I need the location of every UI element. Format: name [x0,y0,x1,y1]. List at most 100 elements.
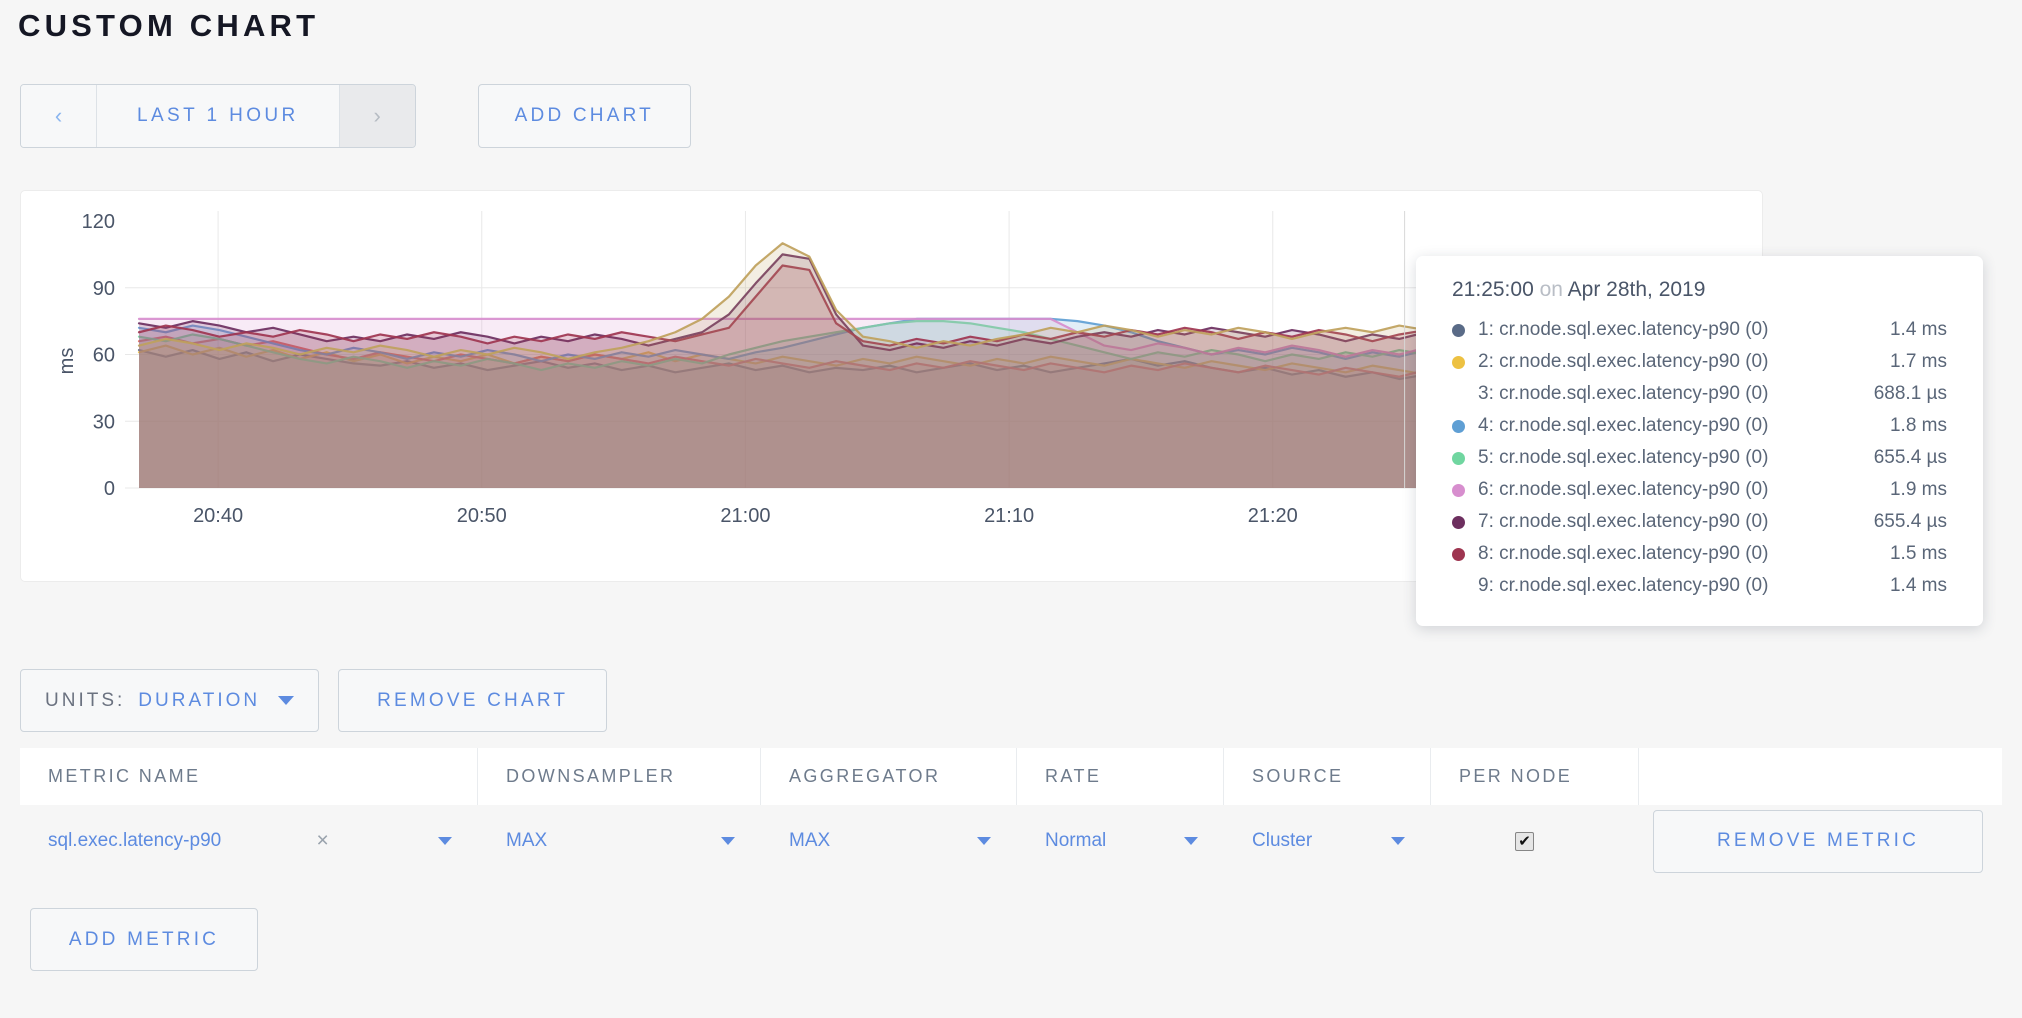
y-axis-tick-label: 0 [104,478,115,500]
series-area [139,321,1721,488]
tooltip-series-name: 7: cr.node.sql.exec.latency-p90 (0) [1478,511,1769,532]
metric-table: METRIC NAME DOWNSAMPLER AGGREGATOR RATE … [20,748,2002,877]
chevron-right-icon[interactable]: › [338,85,415,147]
table-row: sql.exec.latency-p90 × MAX MAX Normal Cl… [20,805,2002,877]
rate-value: Normal [1045,830,1107,851]
units-label: UNITS: [45,689,126,711]
tooltip-row: 1: cr.node.sql.exec.latency-p90 (0) 1.4 m… [1452,314,1947,346]
series-area [139,254,1721,488]
chevron-down-icon[interactable] [721,837,735,845]
units-dropdown[interactable]: UNITS: DURATION [20,669,320,732]
time-range-label[interactable]: LAST 1 HOUR [137,105,299,126]
tooltip-header: 21:25:00 on Apr 28th, 2019 [1452,278,1947,302]
downsampler-select[interactable]: MAX [478,805,761,877]
tooltip-series-name: 5: cr.node.sql.exec.latency-p90 (0) [1478,447,1769,468]
series-area [139,318,1721,488]
y-axis-title: ms [56,348,78,375]
tooltip-series-value: 1.7 ms [1889,351,1947,372]
tooltip-series-value: 1.4 ms [1889,575,1947,596]
row-actions-cell: REMOVE METRIC [1639,805,2002,877]
series-color-dot [1452,580,1465,593]
series-color-dot [1452,515,1465,529]
aggregator-select[interactable]: MAX [761,805,1017,877]
tooltip-series-value: 1.4 ms [1889,319,1947,340]
tooltip-series-value: 1.9 ms [1889,479,1947,500]
series-color-dot [1452,388,1465,401]
tooltip-series-value: 688.1 µs [1873,383,1947,404]
source-value: Cluster [1252,830,1313,851]
timeseries-chart[interactable]: 0 30 60 90 120 ms 20:40 20:50 21:00 21:10 21:20 [21,191,1762,581]
tooltip-series-name: 1: cr.node.sql.exec.latency-p90 (0) [1478,319,1769,340]
chevron-down-icon[interactable] [977,837,991,845]
column-header-rate: RATE [1017,748,1224,805]
metric-name-value: sql.exec.latency-p90 [48,830,222,851]
y-axis-tick-label: 30 [93,411,115,433]
tooltip-on-word: on [1539,278,1563,301]
column-header-metric-name: METRIC NAME [20,748,478,805]
chart-options-row: UNITS: DURATION REMOVE CHART [20,669,608,732]
chevron-down-icon[interactable] [1391,837,1405,845]
metric-name-select[interactable]: sql.exec.latency-p90 × [20,805,478,877]
y-axis-tick-label: 90 [93,278,115,300]
series-area [139,336,1721,488]
metric-table-header: METRIC NAME DOWNSAMPLER AGGREGATOR RATE … [20,748,2002,805]
tooltip-row: 2: cr.node.sql.exec.latency-p90 (0) 1.7 m… [1452,346,1947,378]
tooltip-series-value: 655.4 µs [1873,447,1947,468]
x-axis-tick-label: 21:20 [1248,505,1298,527]
column-header-aggregator: AGGREGATOR [761,748,1017,805]
chevron-down-icon[interactable] [437,837,452,845]
tooltip-row: 8: cr.node.sql.exec.latency-p90 (0) 1.5 m… [1452,538,1947,570]
x-axis-tick-label: 20:40 [193,505,243,527]
series-area [139,345,1721,488]
tooltip-series-name: 6: cr.node.sql.exec.latency-p90 (0) [1478,479,1769,500]
x-axis-tick-label: 21:10 [984,505,1034,527]
tooltip-row: 4: cr.node.sql.exec.latency-p90 (0) 1.8 m… [1452,410,1947,442]
chart-tooltip: 21:25:00 on Apr 28th, 2019 1: cr.node.sq… [1416,256,1983,626]
aggregator-value: MAX [789,830,831,851]
tooltip-row: 7: cr.node.sql.exec.latency-p90 (0) 655.4… [1452,506,1947,538]
remove-metric-button[interactable]: REMOVE METRIC [1653,809,1983,873]
per-node-cell: ✔ [1431,805,1639,877]
units-value: DURATION [138,689,261,711]
clear-icon[interactable]: × [316,829,329,852]
series-color-dot [1452,451,1465,465]
tooltip-date: Apr 28th, 2019 [1567,278,1706,301]
y-axis-tick-label: 120 [82,211,115,233]
column-header-per-node: PER NODE [1431,748,1639,805]
tooltip-series-name: 4: cr.node.sql.exec.latency-p90 (0) [1478,415,1769,436]
tooltip-row: 5: cr.node.sql.exec.latency-p90 (0) 655.4… [1452,442,1947,474]
series-color-dot [1452,355,1465,369]
chevron-down-icon[interactable] [1184,837,1198,845]
series-color-dot [1452,419,1465,433]
remove-chart-button[interactable]: REMOVE CHART [338,669,608,732]
tooltip-series-name: 9: cr.node.sql.exec.latency-p90 (0) [1478,575,1769,596]
series-color-dot [1452,323,1465,337]
series-color-dot [1452,483,1465,497]
tooltip-series-value: 1.8 ms [1889,415,1947,436]
rate-select[interactable]: Normal [1017,805,1224,877]
tooltip-row: 9: cr.node.sql.exec.latency-p90 (0) 1.4 m… [1452,570,1947,602]
chart-card: 0 30 60 90 120 ms 20:40 20:50 21:00 21:10 21:20 [20,190,1763,582]
tooltip-row-list: 1: cr.node.sql.exec.latency-p90 (0) 1.4 m… [1452,314,1947,602]
tooltip-series-name: 8: cr.node.sql.exec.latency-p90 (0) [1478,543,1769,564]
series-area [139,350,1721,488]
toolbar: ‹ LAST 1 HOUR › ADD CHART [20,84,691,148]
per-node-checkbox[interactable]: ✔ [1515,831,1534,851]
tooltip-series-name: 3: cr.node.sql.exec.latency-p90 (0) [1478,383,1769,404]
tooltip-series-value: 655.4 µs [1873,511,1947,532]
y-axis-tick-label: 60 [93,345,115,367]
x-axis-tick-label: 20:50 [457,505,507,527]
add-metric-button[interactable]: ADD METRIC [30,908,258,971]
add-chart-button[interactable]: ADD CHART [477,84,691,148]
chevron-down-icon[interactable] [278,696,295,705]
series-area [139,243,1721,488]
time-range-picker[interactable]: ‹ LAST 1 HOUR › [20,84,416,148]
tooltip-row: 6: cr.node.sql.exec.latency-p90 (0) 1.9 m… [1452,474,1947,506]
series-color-dot [1452,547,1465,561]
column-header-actions [1639,748,2002,805]
tooltip-series-name: 2: cr.node.sql.exec.latency-p90 (0) [1478,351,1769,372]
tooltip-time: 21:25:00 [1452,278,1534,301]
chevron-left-icon[interactable]: ‹ [21,85,97,147]
downsampler-value: MAX [506,830,548,851]
source-select[interactable]: Cluster [1224,805,1431,877]
